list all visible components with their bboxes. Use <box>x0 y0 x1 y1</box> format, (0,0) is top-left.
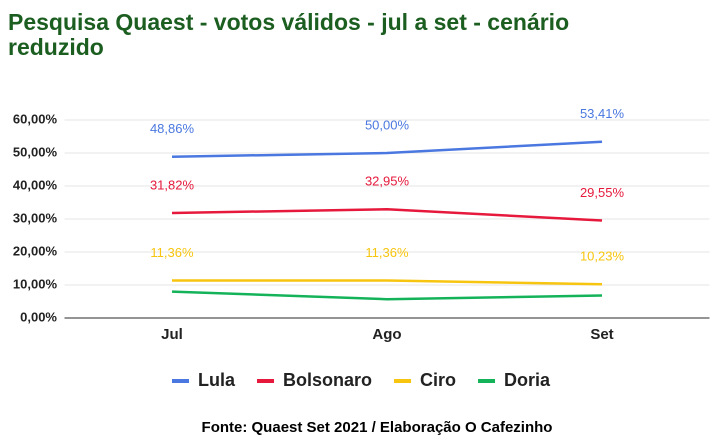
y-tick-label: 30,00% <box>13 210 58 225</box>
y-tick-label: 50,00% <box>13 144 58 159</box>
data-label: 31,82% <box>150 177 195 192</box>
y-tick-label: 40,00% <box>13 177 58 192</box>
data-label: 48,86% <box>150 121 195 136</box>
x-tick-label: Set <box>590 326 613 343</box>
data-label: 32,95% <box>365 174 410 189</box>
legend-label: Bolsonaro <box>283 370 372 390</box>
y-tick-label: 0,00% <box>20 309 57 324</box>
y-tick-label: 20,00% <box>13 243 58 258</box>
line <box>171 140 603 159</box>
data-label: 29,55% <box>580 185 625 200</box>
line <box>171 208 603 222</box>
x-tick-label: Ago <box>372 326 401 343</box>
y-tick-label: 60,00% <box>13 111 58 126</box>
line <box>172 279 603 286</box>
legend-label: Ciro <box>420 370 456 390</box>
data-label: 53,41% <box>580 106 625 121</box>
source: Fonte: Quaest Set 2021 / Elaboração O Ca… <box>202 419 553 436</box>
data-label: 10,23% <box>580 249 625 264</box>
data-label: 11,36% <box>150 245 194 260</box>
line <box>171 290 603 301</box>
y-tick-label: 10,00% <box>13 276 58 291</box>
legend-label: Doria <box>504 370 551 390</box>
data-label: 11,36% <box>365 245 409 260</box>
chart-title: Pesquisa Quaest - votos válidos - jul a … <box>8 9 570 60</box>
data-label: 50,00% <box>365 117 410 132</box>
legend-label: Lula <box>198 370 236 390</box>
x-tick-label: Jul <box>161 326 183 343</box>
